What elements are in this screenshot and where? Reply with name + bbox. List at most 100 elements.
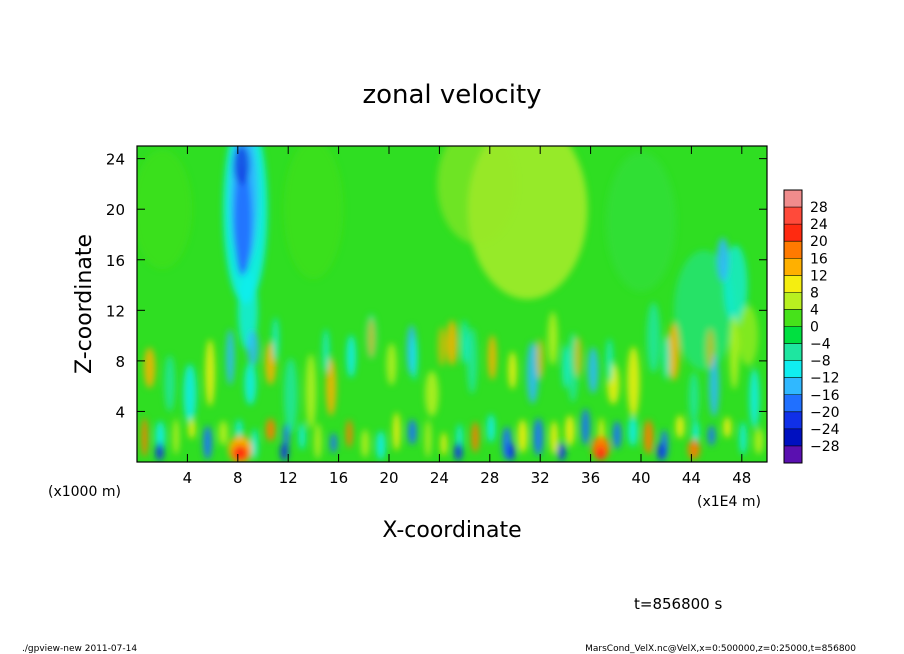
field-cell: [251, 428, 258, 460]
field-cell: [508, 351, 517, 390]
x-tick-label: 20: [379, 469, 398, 487]
colorbar-label: 24: [810, 217, 828, 233]
colorbar-label: 28: [810, 200, 828, 216]
field-cell: [164, 355, 176, 412]
colorbar-label: 4: [810, 302, 819, 318]
field-cell: [587, 347, 599, 394]
field-cell: [536, 338, 545, 379]
field-cell: [203, 425, 212, 460]
field-cell: [283, 423, 290, 449]
y-axis-label: Z-coordinate: [72, 234, 97, 374]
x-tick-label: 32: [531, 469, 550, 487]
field-cell: [386, 343, 397, 386]
field-cell: [425, 370, 439, 417]
field-cell: [143, 347, 156, 389]
x-axis: 4 8 12 16 20 24 28 32 36 40 44 48: [183, 146, 751, 487]
field-cell: [244, 362, 257, 406]
field-cell: [314, 423, 322, 460]
field-cell: [708, 353, 720, 417]
x-tick-label: 28: [480, 469, 499, 487]
field-cell: [330, 432, 337, 453]
x-tick-label: 24: [430, 469, 449, 487]
field-cell: [410, 336, 418, 381]
field-cell: [581, 408, 590, 446]
field-cell: [437, 326, 446, 367]
field-cell: [729, 315, 740, 390]
x-tick-label: 48: [732, 469, 751, 487]
x-tick-label: 44: [682, 469, 701, 487]
surface-maximum: [595, 446, 606, 461]
heatmap-field: [137, 146, 767, 462]
field-cell: [408, 419, 417, 445]
field-cell: [322, 328, 330, 373]
field-cell: [137, 149, 193, 270]
field-cell: [561, 344, 569, 389]
colorbar-label: 20: [810, 234, 828, 250]
field-cell: [688, 372, 699, 423]
field-cell: [564, 415, 575, 447]
field-cell: [440, 432, 447, 456]
colorbar-swatch: [784, 292, 802, 310]
y-unit-label: (x1000 m): [48, 484, 121, 500]
colorbar-swatch: [784, 190, 802, 208]
field-cell: [738, 305, 759, 366]
field-cell: [346, 334, 357, 378]
colorbar-swatch: [784, 207, 802, 225]
field-cell: [739, 421, 747, 455]
field-cell: [471, 421, 480, 453]
field-cell: [376, 430, 386, 460]
field-cell: [646, 302, 661, 373]
field-cell: [487, 414, 496, 443]
x-tick-label: 12: [279, 469, 298, 487]
field-cell: [424, 419, 432, 458]
field-cell: [205, 339, 215, 407]
field-cell: [437, 146, 518, 244]
field-cell: [517, 419, 528, 453]
field-cell: [361, 429, 370, 458]
field-cell: [392, 412, 401, 451]
field-cell: [325, 357, 337, 416]
surface-minimum: [280, 442, 289, 461]
colorbar-label: −12: [810, 371, 840, 387]
x-tick-label: 36: [581, 469, 600, 487]
field-cell: [272, 317, 280, 362]
field-cell: [218, 420, 229, 446]
surface-minimum: [155, 442, 164, 461]
colorbar-swatch: [784, 394, 802, 413]
field-cell: [675, 415, 685, 439]
field-cell: [547, 311, 558, 366]
negative-column: [233, 146, 250, 185]
surface-minimum: [507, 442, 516, 461]
surface-maximum: [687, 439, 700, 460]
field-cell: [574, 336, 582, 377]
footer-left: ./gpview-new 2011-07-14: [22, 644, 137, 654]
colorbar-swatch: [784, 343, 802, 361]
colorbar-label: 16: [810, 251, 828, 267]
field-cell: [367, 318, 376, 359]
surface-minimum: [657, 442, 666, 461]
field-cell: [526, 341, 539, 404]
colorbar-swatch: [784, 258, 802, 276]
y-tick-label: 24: [106, 151, 125, 169]
surface-maximum: [232, 445, 249, 462]
field-cell: [461, 320, 469, 365]
field-cell: [716, 237, 729, 282]
field-cell: [707, 425, 716, 446]
colorbar-label: −8: [810, 354, 831, 370]
field-cell: [188, 418, 196, 439]
field-cell: [446, 320, 458, 366]
field-cell: [226, 329, 235, 386]
field-cell: [674, 250, 734, 371]
field-cell: [172, 418, 180, 455]
field-cell: [235, 419, 243, 441]
field-cell: [606, 151, 676, 292]
y-tick-label: 8: [115, 353, 125, 371]
colorbar-swatch: [784, 275, 802, 293]
colorbar-swatch: [784, 377, 802, 396]
x-tick-label: 8: [233, 469, 243, 487]
field-cell: [667, 322, 680, 381]
colorbar-label: −28: [810, 439, 840, 455]
field-cell: [141, 417, 148, 458]
